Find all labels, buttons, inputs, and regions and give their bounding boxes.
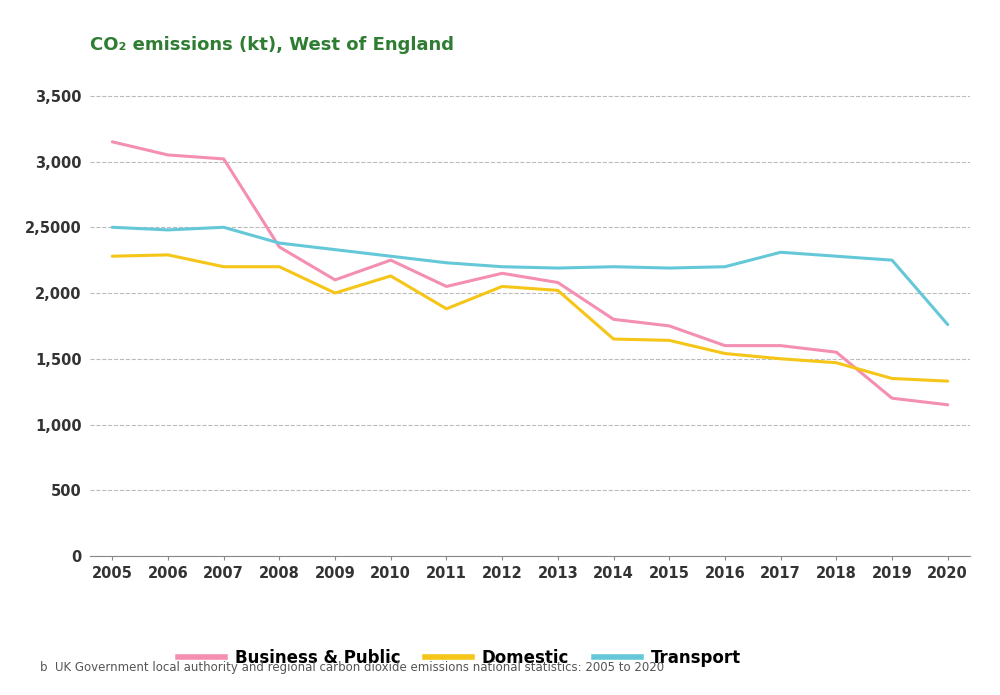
Text: b  UK Government local authority and regional carbon dioxide emissions national : b UK Government local authority and regi… (40, 661, 664, 674)
Legend: Business & Public, Domestic, Transport: Business & Public, Domestic, Transport (171, 642, 748, 673)
Text: CO₂ emissions (kt), West of England: CO₂ emissions (kt), West of England (90, 36, 454, 54)
